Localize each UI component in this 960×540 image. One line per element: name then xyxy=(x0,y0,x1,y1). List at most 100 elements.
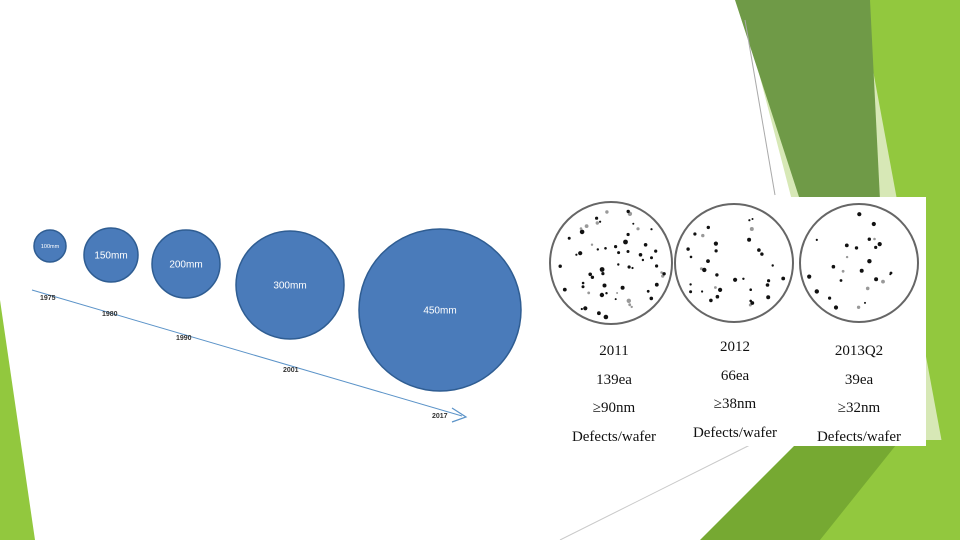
defect-dot xyxy=(859,268,864,273)
defect-dot xyxy=(579,229,585,235)
defect-dot xyxy=(605,210,609,214)
defect-dot xyxy=(646,289,650,293)
defect-dot xyxy=(649,296,654,301)
defect-dot xyxy=(865,286,870,291)
wafer-size-label: 150mm xyxy=(94,251,127,262)
defect-dot xyxy=(839,279,843,282)
defect-dot xyxy=(626,298,631,303)
defect-count-label: 139ea xyxy=(596,372,632,388)
defect-dot xyxy=(889,273,892,276)
defect-dot xyxy=(814,289,819,294)
defect-dot xyxy=(623,239,628,245)
defect-dot xyxy=(689,290,693,294)
defect-dot xyxy=(715,273,719,277)
defect-dot xyxy=(857,212,862,217)
defect-dot xyxy=(881,279,885,284)
defect-dot xyxy=(841,269,845,273)
defect-dot xyxy=(627,265,631,269)
defect-dot xyxy=(587,291,591,295)
wafer-circles: 100mm 1975 150mm 1980 200mm 1990 300mm 2001 450m… xyxy=(33,227,522,420)
defect-dot xyxy=(867,237,871,241)
defect-dot xyxy=(760,252,764,256)
defect-dot xyxy=(562,287,567,292)
defect-dot xyxy=(602,283,607,288)
defect-dot xyxy=(874,245,878,249)
wafer-200mm xyxy=(151,229,221,299)
defect-dot xyxy=(583,306,588,311)
defect-dot xyxy=(757,248,761,252)
defect-dot xyxy=(605,292,608,295)
defect-dot xyxy=(631,266,634,270)
defect-dot xyxy=(660,271,663,274)
defect-dot xyxy=(604,247,607,250)
defect-caption-label: Defects/wafer xyxy=(817,429,901,445)
defect-dot xyxy=(706,225,710,230)
wafer-size-label: 100mm xyxy=(41,244,60,250)
wafer-year-label: 2001 xyxy=(283,367,299,374)
defect-map-2013Q2 xyxy=(799,203,919,323)
defect-dot xyxy=(715,294,720,299)
defect-dot xyxy=(628,303,632,307)
defect-year-label: 2011 xyxy=(599,343,628,359)
defect-dot xyxy=(597,311,601,316)
defect-dot xyxy=(654,249,658,253)
defect-dot xyxy=(871,221,876,227)
shard-line xyxy=(744,19,776,196)
defect-dot xyxy=(590,275,595,279)
defect-caption-label: Defects/wafer xyxy=(693,425,777,441)
shard-line-bottom xyxy=(559,439,761,540)
defect-dot xyxy=(578,251,583,256)
wafer-300mm xyxy=(235,230,345,340)
defect-dot xyxy=(748,219,751,222)
defect-dot xyxy=(641,258,645,262)
defect-dot xyxy=(686,247,690,251)
defect-dot xyxy=(751,218,754,220)
defect-dot xyxy=(595,216,599,220)
defect-dot xyxy=(807,274,812,279)
wafer-100mm xyxy=(33,229,67,263)
defect-dot xyxy=(650,228,653,231)
defect-dot xyxy=(749,288,752,292)
defect-dot xyxy=(654,282,659,287)
defect-dot xyxy=(567,236,571,240)
defect-dot xyxy=(603,314,609,320)
defect-year-label: 2012 xyxy=(720,339,750,355)
defect-caption-label: Defects/wafer xyxy=(572,429,656,445)
wafer-450mm xyxy=(358,228,522,392)
defect-dot xyxy=(581,281,585,285)
defect-dot xyxy=(632,222,635,225)
defect-dot xyxy=(580,307,583,311)
wafer-year-label: 1980 xyxy=(102,311,118,318)
defect-dot xyxy=(833,305,839,310)
defect-map-2011 xyxy=(549,201,673,325)
defect-dot xyxy=(599,220,602,223)
defect-dot xyxy=(617,263,620,266)
wafer-year-label: 1975 xyxy=(40,295,56,302)
defect-size-label: ≥38nm xyxy=(714,396,757,412)
defect-dot xyxy=(854,246,859,250)
defect-dot xyxy=(750,301,755,305)
defect-map-2012 xyxy=(674,203,794,323)
defect-dot xyxy=(630,305,633,309)
defect-dot xyxy=(617,251,621,255)
defect-year-label: 2013Q2 xyxy=(835,343,883,359)
defect-dot xyxy=(714,249,718,253)
defect-dot xyxy=(749,227,754,231)
defect-dot xyxy=(713,241,719,246)
wafer-size-diagram: 100mm 1975 150mm 1980 200mm 1990 300mm 2001 450m… xyxy=(31,227,522,423)
defect-dot xyxy=(844,243,849,248)
defect-dot xyxy=(689,283,692,286)
defect-dot xyxy=(601,272,605,276)
defect-dot xyxy=(733,277,738,282)
defect-dot xyxy=(636,227,640,231)
defect-dot xyxy=(626,232,630,237)
defect-dot xyxy=(614,298,617,301)
defect-dot xyxy=(590,243,594,246)
wafer-size-label: 450mm xyxy=(423,306,456,317)
defect-dot xyxy=(742,277,745,280)
defect-dot xyxy=(558,264,562,268)
defect-dot xyxy=(655,264,659,268)
wafer-size-label: 200mm xyxy=(169,260,202,271)
defect-dot xyxy=(718,287,723,292)
defect-dot xyxy=(620,285,625,290)
